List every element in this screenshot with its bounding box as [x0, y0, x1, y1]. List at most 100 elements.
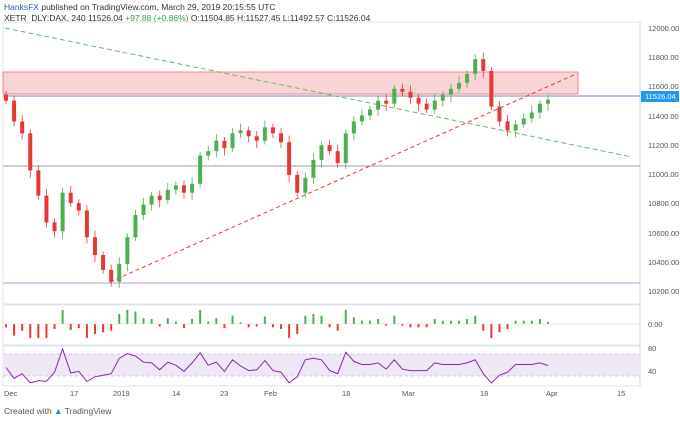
- candle-body[interactable]: [465, 73, 470, 83]
- candle-body[interactable]: [109, 269, 114, 282]
- candle-body[interactable]: [117, 263, 122, 282]
- candle-body[interactable]: [489, 70, 494, 107]
- candle-body[interactable]: [254, 136, 259, 141]
- candle-body[interactable]: [125, 237, 130, 264]
- candle-body[interactable]: [497, 106, 502, 122]
- oscillator-bar: [344, 310, 347, 324]
- time-tick: Mar: [402, 389, 415, 398]
- candle-body[interactable]: [327, 145, 332, 152]
- oscillator-bar: [530, 320, 533, 324]
- candle-body[interactable]: [165, 189, 170, 201]
- oscillator-bar: [498, 324, 501, 333]
- candle-body[interactable]: [416, 97, 421, 104]
- tradingview-logo-icon[interactable]: ▲: [54, 406, 63, 416]
- candle-body[interactable]: [311, 160, 316, 178]
- oscillator-bar: [37, 324, 40, 338]
- candle-body[interactable]: [481, 59, 486, 71]
- resistance-zone[interactable]: [2, 71, 579, 95]
- candle-body[interactable]: [529, 112, 534, 119]
- candle-body[interactable]: [400, 88, 405, 92]
- candle-body[interactable]: [319, 145, 324, 161]
- candle-body[interactable]: [92, 237, 97, 256]
- candle-body[interactable]: [206, 151, 211, 156]
- candle-body[interactable]: [52, 222, 57, 232]
- candle-body[interactable]: [392, 88, 397, 104]
- oscillator-bar: [199, 310, 202, 324]
- price-tick: 10200.00: [648, 287, 679, 296]
- price-tick: 11600.00: [648, 82, 679, 91]
- candle-body[interactable]: [76, 203, 81, 211]
- last-price-label: 11526.04: [645, 92, 676, 101]
- candle-body[interactable]: [141, 204, 146, 215]
- candle-body[interactable]: [546, 99, 550, 104]
- candle-body[interactable]: [84, 210, 89, 238]
- candle-body[interactable]: [246, 130, 251, 137]
- candle-body[interactable]: [198, 155, 203, 184]
- oscillator-bar: [288, 324, 291, 338]
- candle-body[interactable]: [149, 195, 154, 205]
- oscillator-pane: [2, 304, 641, 346]
- candle-body[interactable]: [343, 133, 348, 163]
- time-tick: 15: [617, 389, 625, 398]
- candle-body[interactable]: [351, 121, 356, 134]
- oscillator-bar: [304, 315, 307, 324]
- candle-body[interactable]: [359, 115, 364, 122]
- candle-body[interactable]: [133, 214, 138, 238]
- candle-body[interactable]: [440, 94, 445, 101]
- candle-body[interactable]: [513, 124, 518, 131]
- candle-body[interactable]: [190, 183, 195, 193]
- candle-body[interactable]: [222, 140, 227, 149]
- candle-body[interactable]: [368, 109, 373, 116]
- candle-body[interactable]: [68, 192, 73, 204]
- candle-body[interactable]: [448, 88, 453, 95]
- candle-body[interactable]: [432, 100, 437, 110]
- last-value: 11526.04: [87, 13, 123, 23]
- oscillator-bar: [142, 318, 145, 324]
- oscillator-bar: [482, 324, 485, 331]
- oscillator-bar: [182, 324, 185, 329]
- candle-body[interactable]: [20, 121, 25, 134]
- candle-body[interactable]: [505, 121, 510, 131]
- price-tick: 10800.00: [648, 199, 679, 208]
- downtrend-line[interactable]: [4, 27, 633, 158]
- candle-body[interactable]: [457, 82, 462, 89]
- candle-body[interactable]: [537, 103, 542, 113]
- candle-body[interactable]: [384, 100, 389, 104]
- candle-body[interactable]: [12, 100, 17, 122]
- candle-body[interactable]: [214, 140, 219, 152]
- price-tick: 11000.00: [648, 170, 679, 179]
- oscillator-bar: [417, 324, 420, 328]
- candle-body[interactable]: [173, 185, 178, 190]
- rsi-line[interactable]: [5, 347, 549, 384]
- oscillator-bar: [522, 320, 525, 324]
- author-name[interactable]: HanksFX: [4, 2, 39, 12]
- candle-body[interactable]: [335, 151, 340, 163]
- support-trend-line[interactable]: [109, 73, 577, 283]
- oscillator-bar: [239, 322, 242, 324]
- candle-body[interactable]: [473, 59, 478, 74]
- candle-body[interactable]: [157, 195, 162, 201]
- candle-body[interactable]: [230, 133, 235, 149]
- candle-body[interactable]: [408, 91, 413, 98]
- candle-body[interactable]: [4, 94, 8, 101]
- candle-body[interactable]: [424, 103, 429, 110]
- footer-brand[interactable]: TradingView: [64, 406, 112, 416]
- candle-body[interactable]: [376, 100, 381, 110]
- candle-body[interactable]: [279, 133, 284, 143]
- candle-body[interactable]: [101, 255, 106, 270]
- candle-body[interactable]: [521, 118, 526, 125]
- candle-body[interactable]: [60, 192, 65, 232]
- candle-body[interactable]: [28, 133, 33, 171]
- candle-body[interactable]: [181, 185, 186, 193]
- candle-body[interactable]: [238, 130, 243, 134]
- candle-body[interactable]: [36, 170, 41, 196]
- candle-body[interactable]: [295, 174, 300, 193]
- candle-body[interactable]: [44, 195, 49, 223]
- oscillator-bar: [336, 324, 339, 331]
- candle-body[interactable]: [262, 127, 267, 141]
- candle-body[interactable]: [303, 177, 308, 193]
- publish-info: published on TradingView.com, March 29, …: [41, 2, 276, 12]
- candle-body[interactable]: [270, 127, 275, 134]
- candle-body[interactable]: [287, 142, 292, 175]
